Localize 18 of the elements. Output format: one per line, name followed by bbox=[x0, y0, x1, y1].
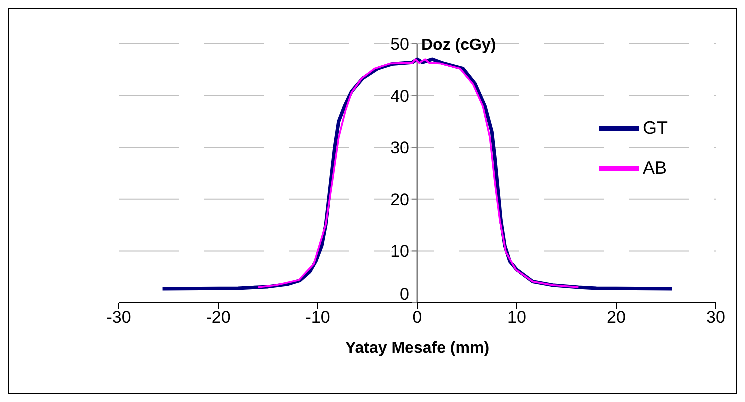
x-tick-label: -30 bbox=[106, 308, 132, 328]
x-tick-label: 0 bbox=[412, 308, 422, 328]
y-tick-label: 40 bbox=[390, 86, 410, 106]
legend-label: AB bbox=[643, 158, 668, 178]
y-tick-label: 0 bbox=[400, 285, 410, 304]
x-axis-title: Yatay Mesafe (mm) bbox=[345, 340, 490, 357]
x-tick-label: 30 bbox=[706, 308, 726, 328]
x-tick-label: -10 bbox=[306, 308, 330, 328]
y-tick-label: 20 bbox=[390, 190, 410, 210]
x-tick-label: 10 bbox=[508, 308, 526, 328]
x-tick-label: 20 bbox=[607, 308, 626, 328]
legend-label: GT bbox=[643, 118, 668, 138]
x-tick-label: -20 bbox=[206, 308, 231, 328]
y-tick-label: 50 bbox=[390, 35, 410, 54]
y-tick-label: 30 bbox=[390, 138, 410, 158]
line-series bbox=[257, 58, 580, 288]
y-tick-label: 10 bbox=[390, 242, 410, 262]
y-axis-title: Doz (cGy) bbox=[422, 37, 496, 54]
